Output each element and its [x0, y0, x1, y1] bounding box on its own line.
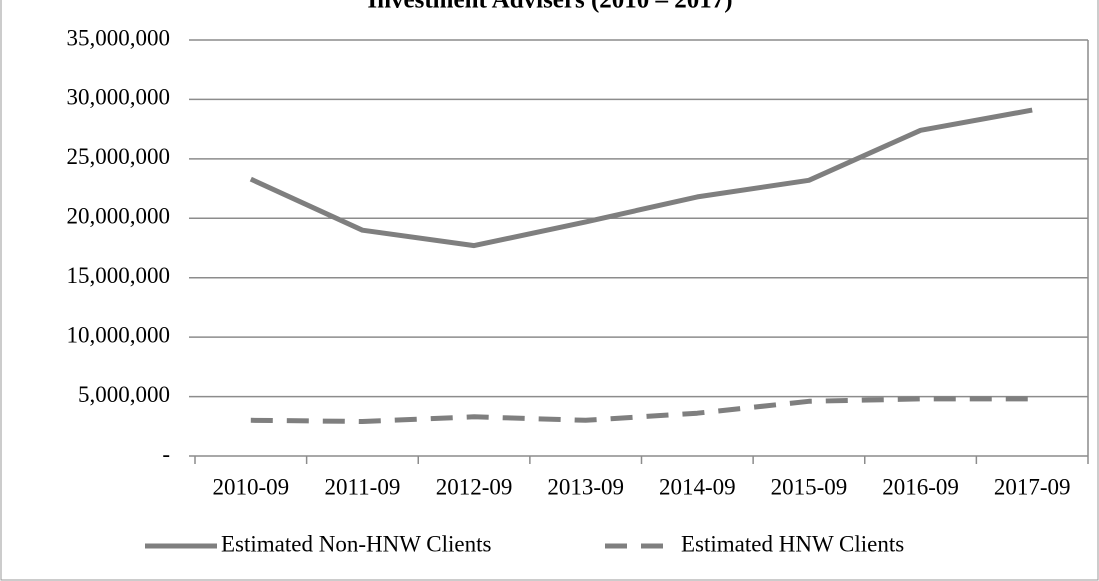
y-tick-label: 30,000,000	[67, 85, 171, 110]
x-tick-label: 2010-09	[212, 474, 289, 499]
y-tick-label: -	[162, 441, 170, 466]
x-tick-label: 2015-09	[771, 474, 848, 499]
y-tick-label: 20,000,000	[67, 204, 171, 229]
y-tick-label: 10,000,000	[67, 322, 171, 347]
y-tick-label: 15,000,000	[67, 263, 171, 288]
y-tick-label: 35,000,000	[67, 25, 171, 50]
y-tick-label: 5,000,000	[78, 382, 170, 407]
series-line	[249, 107, 1033, 249]
y-tick-label: 25,000,000	[67, 144, 171, 169]
x-tick-label: 2012-09	[436, 474, 513, 499]
legend-label: Estimated Non-HNW Clients	[221, 531, 491, 556]
x-tick-label: 2016-09	[882, 474, 959, 499]
x-tick-label: 2017-09	[994, 474, 1071, 499]
x-tick-label: 2014-09	[659, 474, 736, 499]
x-tick-label: 2013-09	[547, 474, 624, 499]
series-line	[250, 396, 1033, 424]
legend-label: Estimated HNW Clients	[681, 531, 904, 556]
x-tick-label: 2011-09	[325, 474, 401, 499]
chart-title: Investment Advisers (2010 – 2017)	[367, 0, 732, 14]
